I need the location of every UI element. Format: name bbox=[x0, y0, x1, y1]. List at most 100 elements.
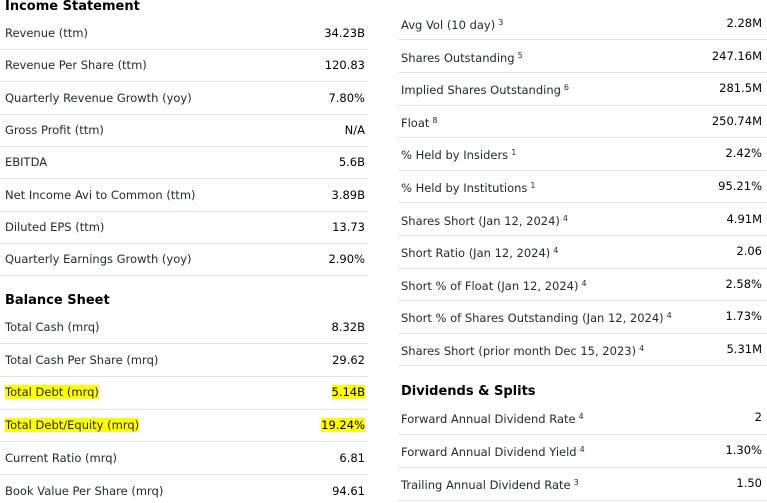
value-text: 247.16M bbox=[711, 48, 762, 63]
row-label: Forward Annual Dividend Yield 4 bbox=[401, 440, 585, 460]
row-label: Forward Annual Dividend Rate 4 bbox=[401, 407, 584, 427]
row-separator bbox=[0, 81, 368, 83]
value-text: 120.83 bbox=[324, 58, 365, 73]
row-value: 2.90% bbox=[328, 249, 365, 269]
row-label: Shares Short (Jan 12, 2024) 4 bbox=[401, 209, 568, 229]
row-separator bbox=[398, 300, 767, 302]
label-text: Shares Short (prior month Dec 15, 2023) bbox=[401, 344, 637, 358]
value-text: 34.23B bbox=[324, 26, 365, 40]
row-label: Short % of Shares Outstanding (Jan 12, 2… bbox=[401, 306, 672, 326]
row-value: 247.16M bbox=[712, 46, 762, 66]
row-label: Revenue Per Share (ttm) bbox=[5, 55, 147, 75]
label-text: Quarterly Earnings Growth (yoy) bbox=[5, 252, 192, 267]
row-separator bbox=[398, 137, 767, 139]
label-text: Gross Profit (ttm) bbox=[5, 122, 104, 137]
label-text: Avg Vol (10 day) bbox=[401, 18, 496, 32]
footnote: 1 bbox=[511, 148, 517, 158]
row-value: 250.74M bbox=[712, 111, 762, 131]
row-value: 1.30% bbox=[725, 440, 762, 460]
row-value: N/A bbox=[345, 120, 365, 140]
label-text: Forward Annual Dividend Yield bbox=[401, 445, 577, 459]
row-value: 19.24% bbox=[321, 415, 365, 435]
value-text: 2.42% bbox=[725, 146, 762, 161]
row-label: Shares Short (prior month Dec 15, 2023) 4 bbox=[401, 339, 644, 359]
value-text: 7.80% bbox=[328, 90, 365, 105]
row-value: 95.21% bbox=[718, 176, 762, 196]
row-value: 5.14B bbox=[331, 382, 365, 402]
label-text: Revenue Per Share (ttm) bbox=[5, 58, 147, 73]
row-separator bbox=[398, 466, 767, 468]
value-text: 8.32B bbox=[331, 320, 366, 334]
label-text: Total Cash Per Share (mrq) bbox=[5, 352, 159, 367]
row-value: 6.81 bbox=[339, 448, 365, 468]
row-value: 29.62 bbox=[332, 350, 365, 370]
value-text: 13.73 bbox=[332, 219, 365, 234]
footnote: 4 bbox=[578, 412, 584, 421]
label-text: Diluted EPS (ttm) bbox=[5, 219, 105, 234]
row-label: Shares Outstanding 5 bbox=[401, 46, 523, 66]
row-value: 1.50 bbox=[736, 473, 762, 493]
label-text: % Held by Insiders bbox=[401, 148, 509, 163]
label-text: Short % of Shares Outstanding (Jan 12, 2… bbox=[401, 311, 664, 326]
label-text: Trailing Annual Dividend Rate bbox=[401, 478, 571, 492]
value-text: 1.73% bbox=[725, 309, 762, 324]
row-label: % Held by Institutions 1 bbox=[401, 176, 536, 196]
row-label: Current Ratio (mrq) bbox=[5, 448, 117, 468]
row-separator bbox=[398, 71, 767, 73]
row-separator bbox=[0, 343, 368, 345]
value-text: 94.61 bbox=[332, 483, 365, 498]
value-text: 2 bbox=[754, 410, 762, 424]
label-text: % Held by Institutions bbox=[401, 181, 528, 195]
label-text: Forward Annual Dividend Rate bbox=[401, 412, 576, 426]
value-text: 4.91M bbox=[726, 211, 762, 226]
value-text: 2.06 bbox=[736, 244, 762, 259]
row-label: % Held by Insiders 1 bbox=[401, 143, 516, 163]
row-separator bbox=[0, 474, 368, 476]
row-label: EBITDA bbox=[5, 152, 47, 172]
row-label: Total Cash (mrq) bbox=[5, 317, 100, 337]
row-value: 120.83 bbox=[325, 55, 365, 75]
label-text: Shares Short (Jan 12, 2024) bbox=[401, 213, 560, 228]
row-value: 7.80% bbox=[328, 88, 365, 108]
row-separator bbox=[398, 234, 767, 236]
row-label: Avg Vol (10 day) 3 bbox=[401, 13, 503, 33]
row-label: Float 8 bbox=[401, 111, 438, 131]
row-label: Diluted EPS (ttm) bbox=[5, 217, 104, 237]
value-text: 29.62 bbox=[332, 352, 365, 367]
row-label: Quarterly Revenue Growth (yoy) bbox=[5, 88, 192, 108]
label-text: Implied Shares Outstanding bbox=[401, 83, 561, 98]
value-text: 2.90% bbox=[328, 252, 365, 267]
label-text: Total Debt/Equity (mrq) bbox=[5, 418, 140, 433]
row-label: Trailing Annual Dividend Rate 3 bbox=[401, 473, 579, 493]
row-label: Short Ratio (Jan 12, 2024) 4 bbox=[401, 241, 558, 261]
row-value: 2.28M bbox=[726, 13, 762, 33]
label-text: Net Income Avi to Common (ttm) bbox=[5, 187, 196, 202]
value-text: 3.89B bbox=[331, 187, 366, 202]
label-text: Quarterly Revenue Growth (yoy) bbox=[5, 90, 192, 105]
value-text: 5.6B bbox=[338, 155, 365, 170]
row-label: Gross Profit (ttm) bbox=[5, 120, 104, 140]
row-label: Short % of Float (Jan 12, 2024) 4 bbox=[401, 274, 587, 294]
label-text: Total Cash (mrq) bbox=[5, 320, 100, 334]
footnote: 3 bbox=[573, 478, 579, 487]
row-separator bbox=[0, 49, 368, 51]
row-label: Book Value Per Share (mrq) bbox=[5, 481, 163, 501]
value-text: 2.58% bbox=[725, 276, 762, 291]
label-text: Revenue (ttm) bbox=[5, 26, 88, 40]
row-label: Total Debt (mrq) bbox=[5, 382, 99, 402]
row-separator bbox=[0, 408, 368, 410]
row-label: Implied Shares Outstanding 6 bbox=[401, 78, 569, 98]
row-value: 2.58% bbox=[725, 274, 762, 294]
row-label: Revenue (ttm) bbox=[5, 23, 88, 43]
row-label: Net Income Avi to Common (ttm) bbox=[5, 185, 196, 205]
label-text: Book Value Per Share (mrq) bbox=[5, 483, 164, 498]
footnote: 4 bbox=[579, 445, 585, 454]
value-text: 5.14B bbox=[331, 385, 365, 400]
label-text: Current Ratio (mrq) bbox=[5, 450, 118, 465]
row-label: Quarterly Earnings Growth (yoy) bbox=[5, 249, 192, 269]
value-text: 1.50 bbox=[736, 476, 762, 490]
label-text: Short Ratio (Jan 12, 2024) bbox=[401, 246, 551, 261]
row-separator bbox=[398, 433, 767, 435]
label-text: Short % of Float (Jan 12, 2024) bbox=[401, 278, 579, 293]
section-title: Dividends & Splits bbox=[401, 384, 536, 399]
